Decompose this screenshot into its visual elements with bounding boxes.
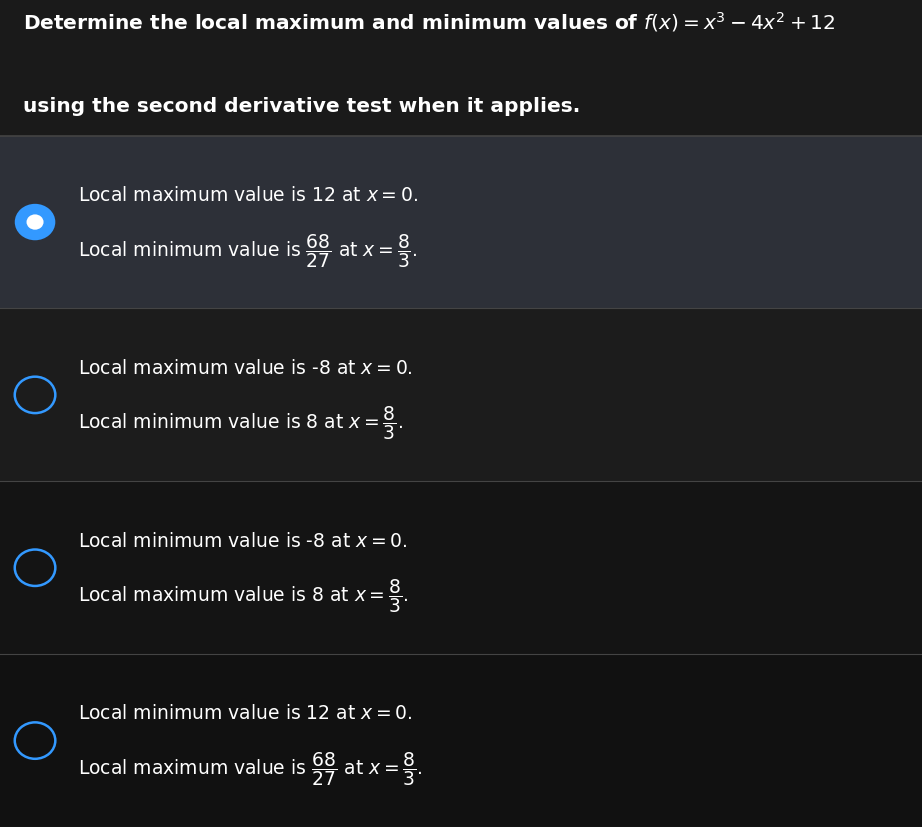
Text: Local minimum value is 8 at $x=\dfrac{8}{3}$.: Local minimum value is 8 at $x=\dfrac{8}…	[78, 404, 403, 442]
Text: Local maximum value is $\dfrac{68}{27}$ at $x=\dfrac{8}{3}$.: Local maximum value is $\dfrac{68}{27}$ …	[78, 749, 423, 787]
Bar	[0, 654, 922, 827]
Bar	[0, 481, 922, 654]
Text: using the second derivative test when it applies.: using the second derivative test when it…	[23, 97, 580, 116]
Text: Local minimum value is $\dfrac{68}{27}$ at $x=\dfrac{8}{3}$.: Local minimum value is $\dfrac{68}{27}$ …	[78, 232, 418, 270]
Circle shape	[15, 204, 55, 241]
Bar	[0, 309, 922, 481]
Circle shape	[27, 215, 43, 231]
Text: Local maximum value is 12 at $x=0$.: Local maximum value is 12 at $x=0$.	[78, 186, 419, 204]
Text: Local minimum value is 12 at $x=0$.: Local minimum value is 12 at $x=0$.	[78, 704, 413, 723]
Text: Local maximum value is 8 at $x=\dfrac{8}{3}$.: Local maximum value is 8 at $x=\dfrac{8}…	[78, 576, 408, 614]
Bar	[0, 0, 922, 136]
Text: Local minimum value is -8 at $x=0$.: Local minimum value is -8 at $x=0$.	[78, 531, 408, 550]
Text: Determine the local maximum and minimum values of $f(x)=x^3-4x^2+12$: Determine the local maximum and minimum …	[23, 10, 835, 34]
Bar	[0, 136, 922, 309]
Text: Local maximum value is -8 at $x=0$.: Local maximum value is -8 at $x=0$.	[78, 358, 413, 377]
